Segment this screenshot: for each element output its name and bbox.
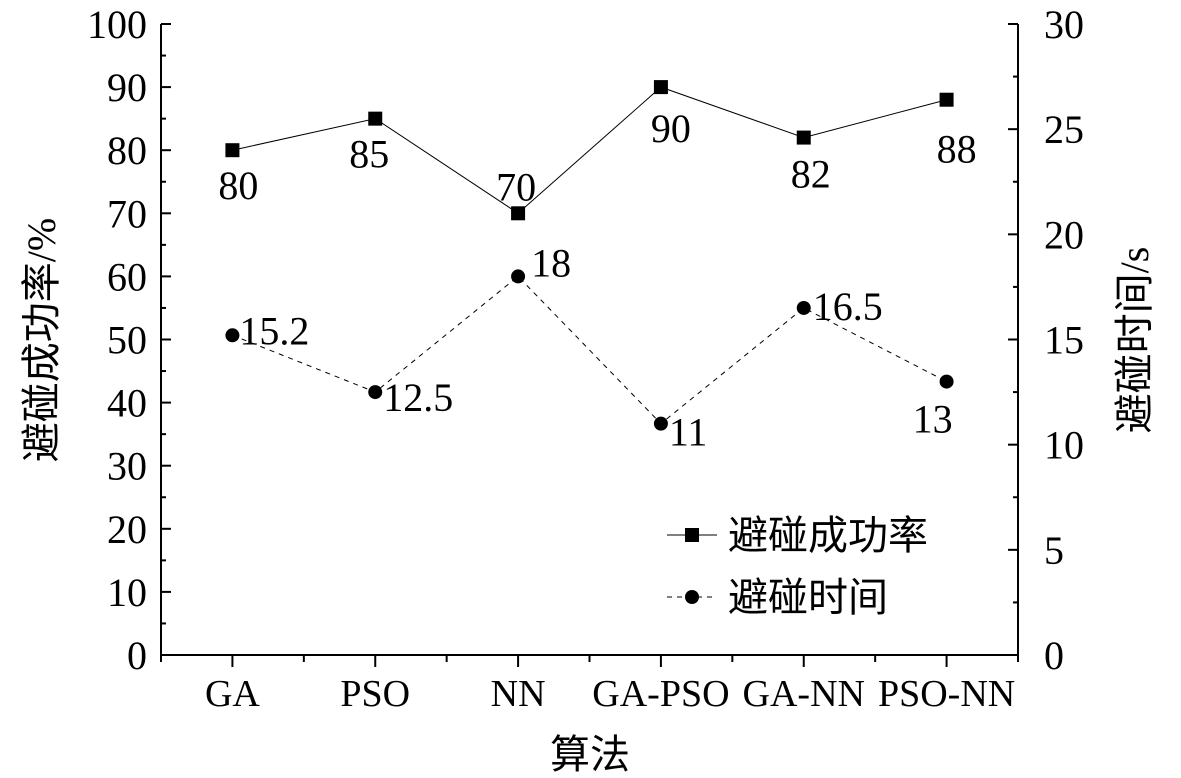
left-tick-label: 0 — [127, 633, 147, 678]
left-tick-label: 40 — [107, 381, 147, 426]
series-line-2 — [232, 275, 947, 425]
left-tick-label: 60 — [107, 254, 147, 299]
series-2-marker — [653, 416, 668, 431]
legend-label-2: 避碰时间 — [728, 575, 888, 620]
x-category-label: NN — [491, 673, 546, 715]
left-tick-label: 70 — [107, 191, 147, 236]
left-axis-title: 避碰成功率/% — [19, 218, 64, 462]
series-2-data-label: 13 — [913, 397, 953, 442]
series-2-marker — [796, 300, 811, 315]
right-tick-label: 5 — [1044, 528, 1064, 573]
series-2-marker — [939, 374, 954, 389]
series-2-data-label: 18 — [531, 240, 571, 285]
series-2-data-label: 16.5 — [813, 284, 883, 329]
right-tick-label: 25 — [1044, 107, 1084, 152]
left-tick-label: 10 — [107, 570, 147, 615]
right-tick-label: 30 — [1044, 2, 1084, 47]
x-category-label: GA — [205, 673, 260, 715]
x-axis-title: 算法 — [550, 732, 630, 777]
series-1-data-label: 90 — [651, 106, 691, 151]
series-1-marker — [368, 111, 383, 126]
legend-label-1: 避碰成功率 — [728, 513, 928, 558]
series-1-marker — [225, 143, 240, 158]
series-2-marker — [225, 328, 240, 343]
right-axis-title: 避碰时间/s — [1112, 247, 1157, 434]
series-1-marker — [511, 206, 526, 221]
x-category-label: GA-PSO — [592, 673, 729, 715]
left-tick-label: 100 — [87, 2, 147, 47]
series-line-1 — [232, 86, 947, 214]
series-1-data-label: 70 — [496, 164, 536, 209]
legend-marker-2 — [685, 590, 699, 604]
left-tick-label: 30 — [107, 444, 147, 489]
left-tick-label: 80 — [107, 128, 147, 173]
left-tick-label: 90 — [107, 65, 147, 110]
series-1-marker — [653, 80, 668, 95]
series-2-data-label: 15.2 — [239, 308, 309, 353]
left-tick-label: 50 — [107, 318, 147, 363]
x-category-label: PSO — [340, 673, 410, 715]
legend-marker-1 — [685, 528, 699, 542]
right-tick-label: 0 — [1044, 633, 1064, 678]
left-tick-label: 20 — [107, 507, 147, 552]
series-2-marker — [511, 269, 526, 284]
series-2-data-label: 11 — [669, 410, 708, 455]
series-1-data-label: 80 — [218, 163, 258, 208]
series-2-marker — [368, 385, 383, 400]
series-1-data-label: 82 — [791, 152, 831, 197]
series-1-marker — [939, 92, 954, 107]
series-1-marker — [796, 130, 811, 145]
axes: 算法 避碰成功率/% 避碰时间/s — [19, 24, 1157, 777]
right-tick-label: 20 — [1044, 212, 1084, 257]
series-2-data-label: 12.5 — [383, 375, 453, 420]
series: 80 85 70 90 82 88 15.2 12.5 18 11 16.5 13 — [218, 80, 977, 455]
ticks: 0 10 20 30 40 50 60 70 80 90 100 0 5 10 15 20 25 30 GA PSO N… — [87, 2, 1084, 715]
x-category-label: GA-NN — [743, 673, 865, 715]
series-1-data-label: 88 — [937, 127, 977, 172]
x-category-label: PSO-NN — [878, 673, 1015, 715]
right-tick-label: 15 — [1044, 318, 1084, 363]
series-1-data-label: 85 — [349, 132, 389, 177]
right-tick-label: 10 — [1044, 423, 1084, 468]
